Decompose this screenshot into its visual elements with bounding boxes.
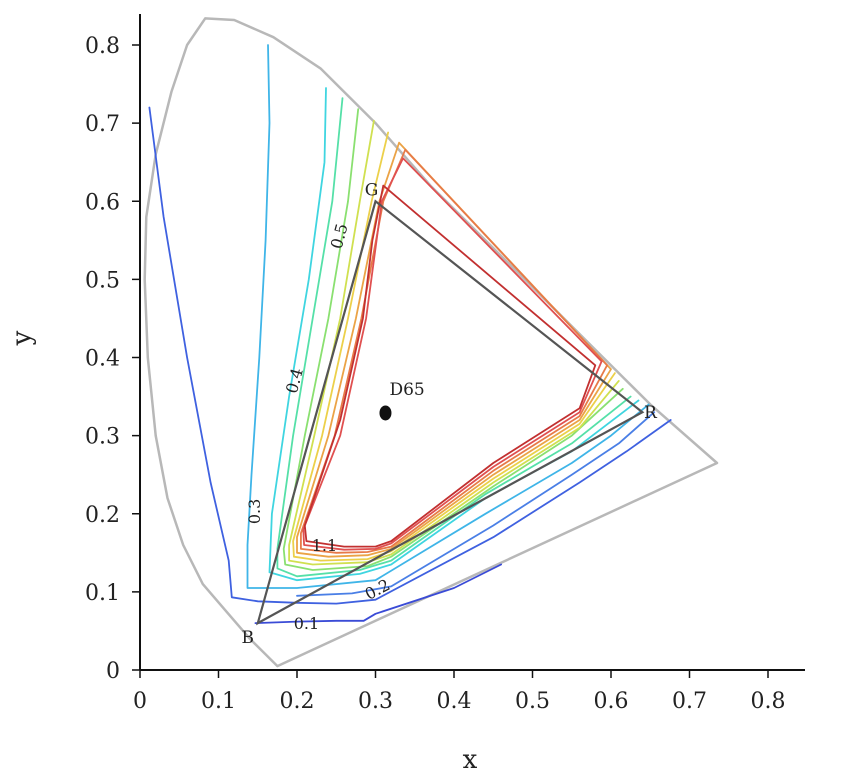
contour-line-0-8 bbox=[296, 141, 612, 558]
x-tick-label: 0.7 bbox=[672, 689, 707, 714]
contour-line-0-7 bbox=[292, 131, 616, 562]
y-axis-label: y bbox=[7, 330, 37, 346]
y-tick-label: 0.2 bbox=[85, 503, 120, 528]
x-tick-label: 0.8 bbox=[751, 689, 786, 714]
x-tick-label: 0.3 bbox=[358, 689, 393, 714]
gamut-triangle bbox=[256, 199, 645, 626]
contour-line-1-1 bbox=[303, 184, 597, 548]
contour-label-0-1: 0.1 bbox=[294, 614, 319, 633]
y-tick-label: 0.6 bbox=[85, 190, 120, 215]
contour-line-0-45 bbox=[276, 97, 632, 578]
contour-line-1-0 bbox=[302, 157, 603, 551]
white-point-marker bbox=[379, 405, 392, 421]
spectral-locus-outline bbox=[143, 17, 719, 668]
contour-line-0-6 bbox=[288, 119, 620, 566]
y-tick-label: 0.7 bbox=[85, 112, 120, 137]
spectral-locus-layer bbox=[143, 17, 719, 668]
y-tick-label: 0.5 bbox=[85, 268, 120, 293]
contour-line-0-9 bbox=[299, 148, 608, 554]
contour-label-0-2: 0.2 bbox=[362, 575, 393, 604]
contour-line-0-3 bbox=[246, 44, 650, 589]
axes-layer: 0 0.1 0.2 0.3 0.4 0.5 0.6 0.7 0.8 0 0.1 0.2 0.3 0.4 0.… bbox=[85, 14, 805, 714]
contour-line-0-5 bbox=[282, 108, 624, 571]
y-tick-label: 0.8 bbox=[85, 34, 120, 59]
y-tick-label: 0.4 bbox=[85, 347, 120, 372]
contour-line-0-15 bbox=[148, 106, 672, 605]
x-tick-label: 0.4 bbox=[437, 689, 472, 714]
gamut-layer bbox=[256, 199, 645, 626]
primary-label-r: R bbox=[644, 403, 658, 423]
x-tick-label: 0.2 bbox=[280, 689, 315, 714]
contour-label-0-4: 0.4 bbox=[282, 366, 307, 396]
primary-label-b: B bbox=[242, 628, 255, 648]
contour-line-0-1 bbox=[254, 563, 503, 624]
contour-label-0-3: 0.3 bbox=[245, 499, 264, 524]
primary-label-g: G bbox=[365, 180, 379, 200]
contour-label-0-5: 0.5 bbox=[327, 221, 352, 251]
y-tick-label: 0.3 bbox=[85, 425, 120, 450]
contour-label-1-1: 1.1 bbox=[312, 536, 337, 555]
x-tick-label: 0.1 bbox=[201, 689, 236, 714]
contour-layer bbox=[148, 44, 672, 624]
white-point-label: D65 bbox=[389, 380, 424, 400]
x-tick-label: 0.5 bbox=[515, 689, 550, 714]
contour-line-0-2 bbox=[296, 411, 656, 597]
x-tick-label: 0 bbox=[133, 689, 147, 714]
y-tick-label: 0 bbox=[106, 659, 120, 684]
y-tick-label: 0.1 bbox=[85, 581, 120, 606]
x-axis-label: x bbox=[463, 745, 478, 775]
x-tick-label: 0.6 bbox=[594, 689, 629, 714]
